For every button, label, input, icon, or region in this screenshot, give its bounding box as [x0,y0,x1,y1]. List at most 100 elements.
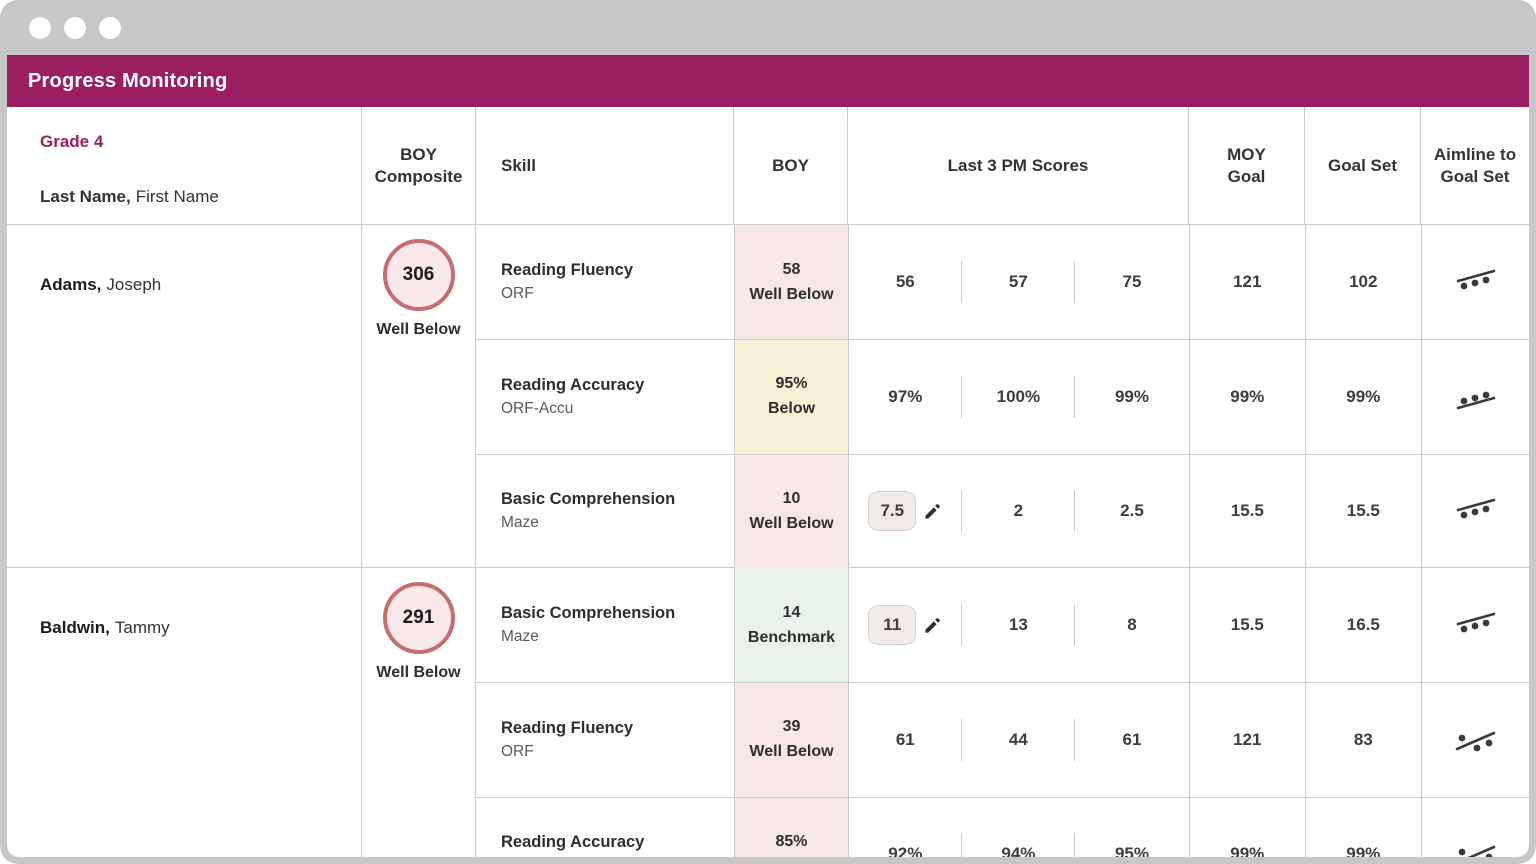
pm-score-2: 13 [962,568,1076,682]
boy-level-label: Below [767,400,816,418]
boy-score-cell: 10 Well Below [734,454,848,568]
skill-name: Reading Accuracy [501,833,645,852]
skill-measure: ORF-Accu [501,399,574,417]
boy-level-label: Well Below [749,285,834,303]
header-pm-scores: Last 3 PM Scores [847,107,1188,224]
aimline-dots-below-line-icon [1457,499,1496,519]
skill-cell: Reading Fluency ORF [476,683,734,796]
moy-goal-cell: 121 [1188,225,1305,340]
divider [1074,490,1076,533]
boy-composite-circle: 306 [382,239,455,311]
divider [960,833,962,857]
boy-score-cell: 58 Well Below [734,225,848,340]
progress-monitoring-app: Progress Monitoring Grade 4 Last Name, Fi… [7,55,1529,857]
aimline-cell [1420,340,1529,454]
pm-score-1: 92% [848,797,962,857]
moy-goal-cell: 121 [1188,683,1305,797]
boy-score: 39 [782,718,801,736]
divider [960,261,962,304]
header-boy-composite: BOY Composite [361,107,475,224]
aimline-dots-mixed-icon [1456,731,1496,752]
boy-score: 14 [782,603,801,621]
boy-score: 95% [775,375,808,393]
divider [1074,718,1076,761]
pm-score-3: 8 [1127,615,1137,635]
aimline-cell [1420,454,1529,568]
skill-cell: Reading Fluency ORF [476,225,734,339]
name-header-regular: First Name [135,186,219,206]
skill-row: Reading Accuracy ORF-Accu 85% Well Below… [476,796,1529,857]
boy-level-label: Benchmark [747,628,836,646]
boy-score: 85% [775,832,808,850]
goal-set-cell: 99% [1304,340,1421,454]
student-name: Adams, Joseph [40,275,162,294]
header-goal-set: Goal Set [1304,107,1420,224]
boy-score-cell: 39 Well Below [734,683,848,797]
window-dot-2[interactable] [64,16,86,39]
pm-score-1-editable: 7.5 [848,454,962,568]
pm-score-3: 75 [1122,272,1142,292]
edit-pencil-icon[interactable] [923,502,942,521]
aimline-cell [1420,797,1529,857]
pm-score-2: 94% [962,798,1076,857]
header-moy-goal: MOY Goal [1188,107,1304,224]
skill-measure: Maze [501,514,539,532]
header-aimline: Aimline to Goal Set [1420,107,1529,224]
pm-score-2: 44 [962,683,1076,796]
pm-score-2: 100% [962,340,1076,453]
divider [960,375,962,418]
pm-score-1-editable: 11 [848,568,962,683]
pm-score-3: 61 [1122,729,1142,749]
divider [960,718,962,761]
boy-score: 58 [782,260,801,278]
window-dot-3[interactable] [99,16,121,39]
skill-cell: Reading Accuracy ORF-Accu [476,798,734,857]
pm-score-3: 2.5 [1120,501,1144,521]
table-header-row: Grade 4 Last Name, First Name BOY Composi… [7,107,1529,225]
divider [960,490,962,533]
aimline-dots-below-line-icon [1457,269,1496,290]
divider [1074,261,1076,304]
aimline-cell [1420,683,1529,797]
moy-goal-cell: 99% [1188,797,1305,857]
skill-row: Reading Fluency ORF 39 Well Below 61 44 … [476,682,1529,797]
boy-level-label: Well Below [749,514,834,532]
pm-score-input[interactable]: 7.5 [868,491,917,532]
boy-composite-level: Well Below [376,321,461,338]
name-column-header: Last Name, First Name [40,164,219,207]
aimline-dots-mixed-icon [1458,846,1496,857]
skill-name: Reading Accuracy [501,375,645,394]
boy-score-cell: 95% Below [734,340,848,454]
boy-score: 10 [782,489,801,507]
window-dot-1[interactable] [29,16,51,39]
skill-row: Basic Comprehension Maze 14 Benchmark 11 [476,568,1529,683]
pm-score-2: 2 [962,455,1076,568]
student-name: Baldwin, Tammy [40,618,170,637]
pm-score-2: 57 [962,225,1076,339]
boy-composite-score: 306 [402,264,435,285]
skill-row: Reading Fluency ORF 58 Well Below 56 57 … [476,225,1529,340]
student-group-adams: Adams, Joseph 306 Well Below Reading Flue… [7,225,1529,568]
pm-score-input[interactable]: 11 [868,605,917,646]
app-header: Progress Monitoring [7,55,1529,107]
aimline-dots-below-line-icon [1457,612,1496,633]
edit-pencil-icon[interactable] [923,616,942,635]
boy-composite-cell: 306 Well Below [361,225,475,567]
skill-row: Basic Comprehension Maze 10 Well Below 7… [476,453,1529,568]
goal-set-cell: 15.5 [1304,454,1421,568]
moy-goal-cell: 99% [1188,340,1305,454]
progress-table: Grade 4 Last Name, First Name BOY Composi… [7,107,1529,857]
skill-name: Reading Fluency [501,718,634,737]
divider [960,604,962,647]
skill-cell: Basic Comprehension Maze [476,455,734,568]
pm-score-1: 61 [848,683,962,797]
student-group-baldwin: Baldwin, Tammy 291 Well Below Basic Compr… [7,568,1529,857]
pm-score-1: 97% [848,340,962,454]
moy-goal-cell: 15.5 [1188,568,1305,683]
skill-name: Basic Comprehension [501,490,676,509]
aimline-dots-above-line-icon [1457,391,1496,410]
header-boy: BOY [733,107,847,224]
skill-name: Basic Comprehension [501,604,676,623]
header-skill: Skill [475,107,733,224]
skill-name: Reading Fluency [501,261,634,280]
